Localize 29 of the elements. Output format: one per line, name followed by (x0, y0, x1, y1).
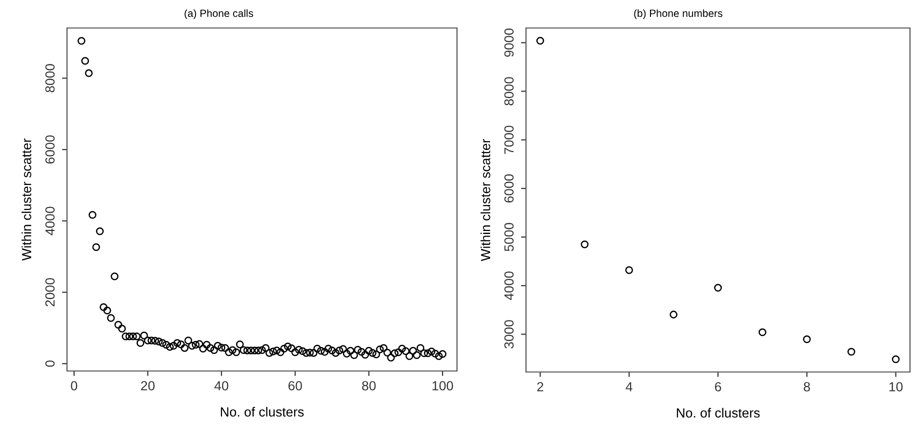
y-tick-label: 4000 (504, 271, 514, 300)
y-tick-label: 7000 (504, 126, 514, 154)
x-tick-label: 2 (537, 382, 544, 392)
y-tick-label: 9000 (504, 28, 514, 57)
x-tick-label: 0 (70, 381, 78, 390)
x-tick-label: 40 (214, 381, 228, 390)
x-tick-label: 100 (432, 381, 454, 390)
y-tick-label: 2000 (45, 278, 55, 306)
y-axis-title: Within cluster scatter (480, 138, 490, 262)
x-tick-label: 60 (288, 381, 302, 390)
x-axis-title: No. of clusters (676, 408, 760, 418)
y-tick-label: 6000 (45, 135, 55, 164)
y-tick-label: 8000 (504, 77, 514, 106)
chart-title: (b) Phone numbers (634, 9, 722, 20)
y-tick-label: 0 (45, 360, 55, 367)
y-tick-label: 3000 (504, 320, 514, 348)
y-axis-title: Within cluster scatter (22, 138, 32, 261)
y-tick-label: 6000 (504, 174, 514, 202)
x-axis-title: No. of clusters (220, 406, 304, 417)
y-tick-label: 5000 (504, 222, 514, 252)
y-tick-label: 8000 (45, 64, 55, 92)
chart-title: (a) Phone calls (184, 9, 254, 20)
x-tick-label: 80 (362, 381, 376, 390)
x-tick-label: 10 (889, 382, 903, 392)
y-tick-label: 4000 (45, 206, 55, 236)
x-tick-label: 20 (141, 381, 155, 390)
x-tick-label: 6 (715, 382, 722, 392)
x-tick-label: 4 (626, 382, 632, 392)
x-tick-label: 8 (804, 382, 810, 392)
